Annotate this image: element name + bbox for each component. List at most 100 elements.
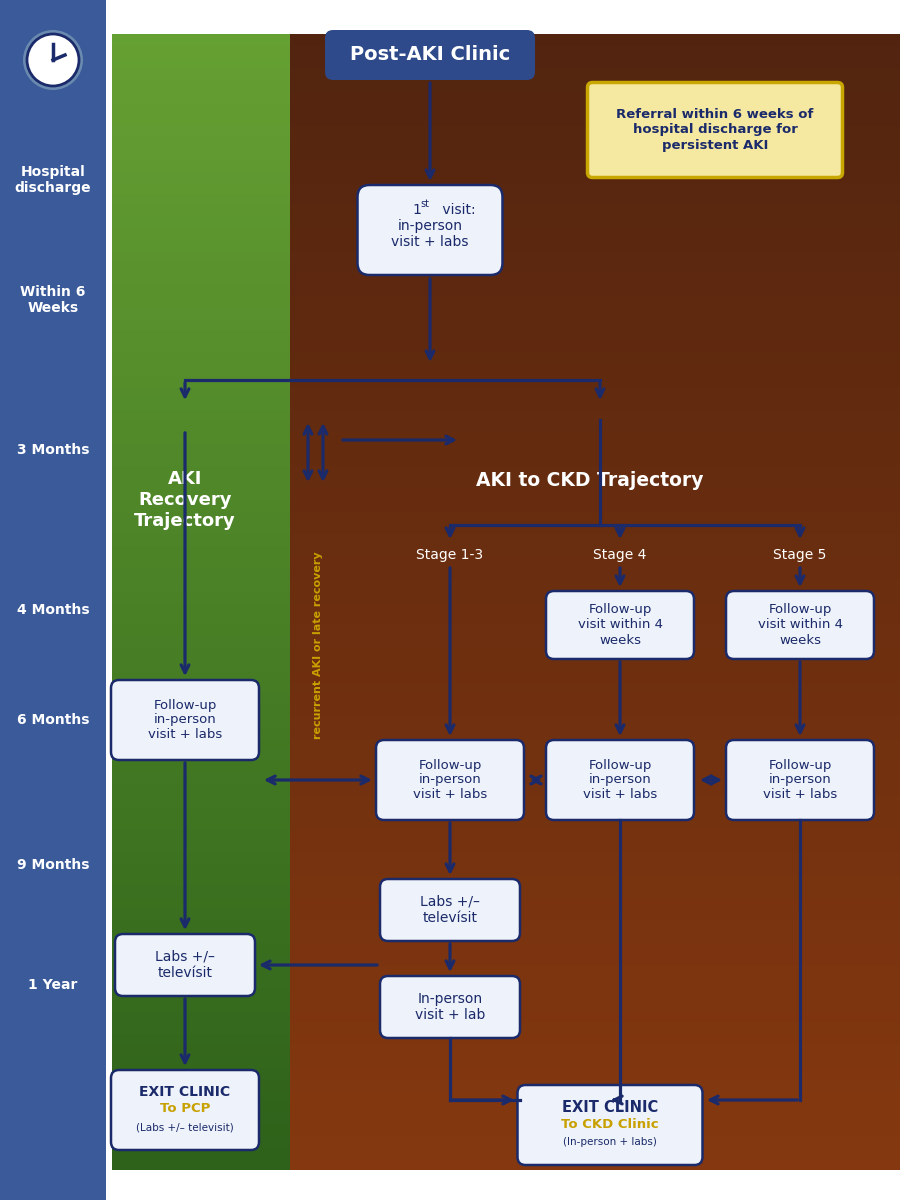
FancyBboxPatch shape: [112, 738, 290, 750]
FancyBboxPatch shape: [290, 386, 900, 398]
FancyBboxPatch shape: [112, 840, 290, 852]
Text: 3 Months: 3 Months: [16, 443, 89, 457]
FancyBboxPatch shape: [112, 341, 290, 353]
FancyBboxPatch shape: [290, 919, 900, 931]
FancyBboxPatch shape: [518, 1085, 703, 1165]
FancyBboxPatch shape: [112, 817, 290, 829]
FancyBboxPatch shape: [290, 374, 900, 386]
FancyBboxPatch shape: [0, 0, 106, 1200]
FancyBboxPatch shape: [290, 692, 900, 704]
FancyBboxPatch shape: [112, 715, 290, 727]
FancyBboxPatch shape: [112, 976, 290, 989]
FancyBboxPatch shape: [112, 364, 290, 376]
FancyBboxPatch shape: [112, 272, 290, 284]
Text: EXIT CLINIC: EXIT CLINIC: [139, 1085, 230, 1099]
FancyBboxPatch shape: [290, 148, 900, 160]
FancyBboxPatch shape: [290, 114, 900, 126]
Text: 4 Months: 4 Months: [16, 602, 89, 617]
FancyBboxPatch shape: [115, 934, 255, 996]
FancyBboxPatch shape: [112, 568, 290, 580]
FancyBboxPatch shape: [112, 295, 290, 307]
FancyBboxPatch shape: [290, 545, 900, 557]
FancyBboxPatch shape: [112, 1067, 290, 1079]
FancyBboxPatch shape: [290, 863, 900, 875]
FancyBboxPatch shape: [112, 1135, 290, 1147]
FancyBboxPatch shape: [376, 740, 524, 820]
FancyBboxPatch shape: [290, 886, 900, 898]
FancyBboxPatch shape: [290, 1010, 900, 1022]
FancyBboxPatch shape: [112, 851, 290, 864]
FancyBboxPatch shape: [290, 216, 900, 228]
FancyBboxPatch shape: [111, 1070, 259, 1150]
FancyBboxPatch shape: [112, 874, 290, 887]
FancyBboxPatch shape: [290, 454, 900, 467]
FancyBboxPatch shape: [290, 659, 900, 671]
FancyBboxPatch shape: [112, 488, 290, 500]
FancyBboxPatch shape: [290, 181, 900, 194]
Text: To PCP: To PCP: [160, 1103, 210, 1116]
FancyBboxPatch shape: [290, 397, 900, 409]
FancyBboxPatch shape: [112, 931, 290, 943]
FancyBboxPatch shape: [290, 624, 900, 636]
FancyBboxPatch shape: [112, 352, 290, 364]
FancyBboxPatch shape: [112, 158, 290, 172]
FancyBboxPatch shape: [112, 680, 290, 694]
FancyBboxPatch shape: [112, 522, 290, 534]
FancyBboxPatch shape: [290, 499, 900, 511]
FancyBboxPatch shape: [112, 68, 290, 80]
FancyBboxPatch shape: [290, 840, 900, 852]
FancyBboxPatch shape: [290, 715, 900, 727]
FancyBboxPatch shape: [112, 647, 290, 659]
FancyBboxPatch shape: [290, 420, 900, 432]
FancyBboxPatch shape: [290, 91, 900, 103]
FancyBboxPatch shape: [112, 397, 290, 409]
FancyBboxPatch shape: [290, 1112, 900, 1124]
FancyBboxPatch shape: [290, 56, 900, 70]
FancyBboxPatch shape: [290, 352, 900, 364]
FancyBboxPatch shape: [112, 239, 290, 251]
FancyBboxPatch shape: [112, 34, 290, 47]
FancyBboxPatch shape: [112, 1090, 290, 1102]
FancyBboxPatch shape: [112, 193, 290, 205]
Text: Stage 5: Stage 5: [774, 548, 826, 562]
FancyBboxPatch shape: [112, 318, 290, 330]
FancyBboxPatch shape: [290, 931, 900, 943]
FancyBboxPatch shape: [112, 533, 290, 546]
Text: (In-person + labs): (In-person + labs): [563, 1138, 657, 1147]
FancyBboxPatch shape: [112, 1146, 290, 1159]
FancyBboxPatch shape: [290, 283, 900, 296]
FancyBboxPatch shape: [290, 1056, 900, 1068]
FancyBboxPatch shape: [112, 886, 290, 898]
FancyBboxPatch shape: [588, 83, 843, 178]
FancyBboxPatch shape: [290, 488, 900, 500]
FancyBboxPatch shape: [290, 568, 900, 580]
FancyBboxPatch shape: [112, 374, 290, 386]
FancyBboxPatch shape: [112, 499, 290, 511]
FancyBboxPatch shape: [112, 329, 290, 342]
FancyBboxPatch shape: [290, 1033, 900, 1045]
FancyBboxPatch shape: [290, 794, 900, 806]
FancyBboxPatch shape: [290, 1067, 900, 1079]
FancyBboxPatch shape: [112, 1010, 290, 1022]
FancyBboxPatch shape: [112, 613, 290, 625]
FancyBboxPatch shape: [112, 726, 290, 739]
FancyBboxPatch shape: [112, 670, 290, 682]
FancyBboxPatch shape: [112, 114, 290, 126]
FancyBboxPatch shape: [290, 431, 900, 444]
FancyBboxPatch shape: [112, 148, 290, 160]
FancyBboxPatch shape: [111, 680, 259, 760]
FancyBboxPatch shape: [290, 34, 900, 47]
FancyBboxPatch shape: [290, 851, 900, 864]
FancyBboxPatch shape: [112, 703, 290, 716]
FancyBboxPatch shape: [112, 170, 290, 182]
FancyBboxPatch shape: [112, 79, 290, 91]
FancyBboxPatch shape: [290, 874, 900, 887]
FancyBboxPatch shape: [112, 578, 290, 592]
FancyBboxPatch shape: [290, 329, 900, 342]
Text: 1 Year: 1 Year: [28, 978, 77, 992]
FancyBboxPatch shape: [112, 136, 290, 149]
FancyBboxPatch shape: [112, 556, 290, 569]
Text: EXIT CLINIC: EXIT CLINIC: [561, 1099, 658, 1115]
FancyBboxPatch shape: [112, 636, 290, 648]
FancyBboxPatch shape: [112, 1123, 290, 1136]
